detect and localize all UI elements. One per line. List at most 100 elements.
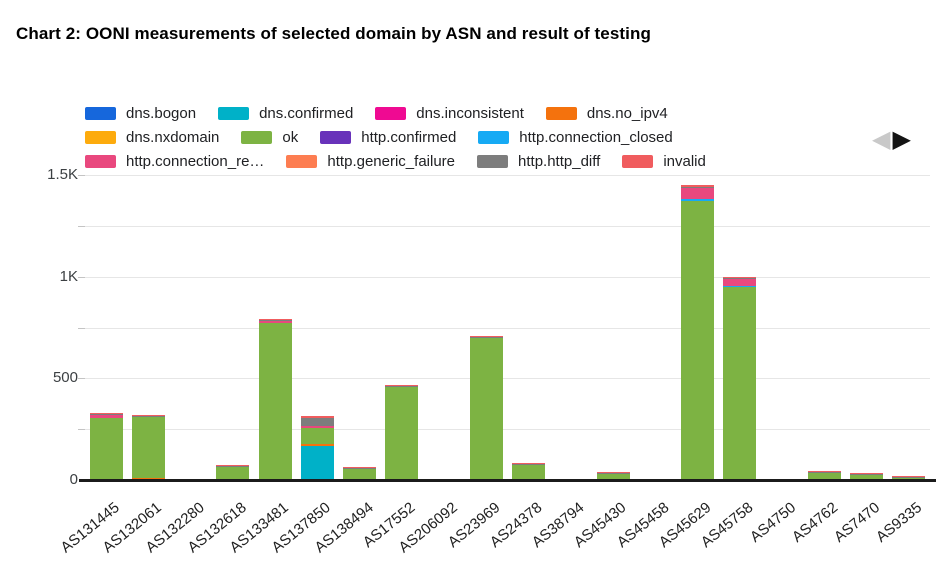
bar-segment-ok[interactable] (343, 469, 377, 480)
bar-AS24378[interactable] (512, 463, 546, 480)
legend-item-http.confirmed[interactable]: http.confirmed (320, 129, 456, 146)
bar-segment-ok[interactable] (385, 387, 419, 480)
bar-AS132618[interactable] (216, 465, 250, 480)
legend-item-label: invalid (663, 152, 706, 170)
bar-segment-http.http_diff[interactable] (469, 337, 503, 338)
bar-segment-http.connection_closed[interactable] (681, 199, 715, 201)
bar-segment-http.http_diff[interactable] (216, 466, 250, 467)
legend-swatch-icon (241, 130, 273, 144)
bar-segment-http.http_diff[interactable] (89, 414, 123, 415)
bar-segment-invalid[interactable] (469, 336, 503, 337)
legend-item-http.http_diff[interactable]: http.http_diff (477, 153, 600, 170)
bar-segment-ok[interactable] (807, 473, 841, 480)
bar-AS45758[interactable] (723, 277, 757, 480)
bar-segment-http.connection_re…[interactable] (723, 279, 757, 286)
bar-segment-http.connection_re…[interactable] (300, 426, 334, 428)
x-axis-label: AS4762 (788, 499, 842, 546)
bar-segment-invalid[interactable] (723, 277, 757, 278)
bar-segment-ok[interactable] (892, 478, 926, 479)
bar-AS131445[interactable] (89, 413, 123, 480)
bar-segment-invalid[interactable] (258, 319, 292, 320)
bar-segment-ok[interactable] (512, 465, 546, 480)
gridline (85, 429, 930, 430)
legend-item-label: dns.bogon (126, 104, 197, 122)
chart-title: Chart 2: OONI measurements of selected d… (16, 24, 651, 43)
legend-item-label: dns.no_ipv4 (586, 104, 668, 122)
bar-segment-invalid[interactable] (343, 467, 377, 468)
bar-segment-http.connection_re…[interactable] (89, 415, 123, 418)
legend-item-dns.inconsistent[interactable]: dns.inconsistent (375, 105, 524, 122)
bar-AS132061[interactable] (131, 415, 165, 480)
bar-segment-invalid[interactable] (89, 413, 123, 414)
bar-AS138494[interactable] (343, 467, 377, 480)
legend-item-dns.nxdomain[interactable]: dns.nxdomain (85, 129, 219, 146)
legend-row-1: dns.bogon dns.confirmed dns.inconsistent dn… (85, 101, 855, 125)
bar-segment-http.http_diff[interactable] (300, 418, 334, 426)
legend-item-http.generic_failure[interactable]: http.generic_failure (286, 153, 455, 170)
bar-AS7470[interactable] (850, 473, 884, 480)
bar-segment-http.connection_re…[interactable] (681, 188, 715, 199)
bar-segment-http.http_diff[interactable] (892, 477, 926, 478)
legend-item-dns.bogon[interactable]: dns.bogon (85, 105, 196, 122)
legend-item-dns.confirmed[interactable]: dns.confirmed (218, 105, 353, 122)
bar-segment-ok[interactable] (258, 323, 292, 480)
bar-AS4762[interactable] (807, 471, 841, 480)
bar-segment-http.http_diff[interactable] (807, 472, 841, 473)
bar-segment-ok[interactable] (850, 475, 884, 480)
bar-segment-http.http_diff[interactable] (343, 468, 377, 469)
bar-segment-dns.confirmed[interactable] (300, 446, 334, 480)
legend-item-http.connection_re…[interactable]: http.connection_re… (85, 153, 264, 170)
bar-segment-ok[interactable] (681, 201, 715, 480)
legend-item-dns.no_ipv4[interactable]: dns.no_ipv4 (545, 104, 668, 122)
bar-segment-invalid[interactable] (596, 472, 630, 473)
bar-segment-http.http_diff[interactable] (723, 278, 757, 279)
legend-item-label: http.confirmed (361, 128, 457, 146)
legend-item-label: http.connection_closed (519, 128, 673, 146)
bar-segment-ok[interactable] (216, 467, 250, 480)
legend-prev-icon[interactable]: ◀ (872, 126, 891, 153)
legend-item-invalid[interactable]: invalid (622, 153, 706, 170)
legend-swatch-icon (477, 154, 509, 168)
bar-segment-invalid[interactable] (892, 476, 926, 477)
bar-AS137850[interactable] (300, 416, 334, 480)
bar-segment-ok[interactable] (89, 418, 123, 480)
bar-segment-dns.no_ipv4[interactable] (300, 444, 334, 446)
bar-segment-ok[interactable] (300, 428, 334, 444)
legend-item-ok[interactable]: ok (241, 129, 298, 146)
bar-segment-invalid[interactable] (681, 185, 715, 187)
bar-segment-http.http_diff[interactable] (596, 473, 630, 474)
bar-segment-invalid[interactable] (512, 463, 546, 464)
legend-item-label: http.generic_failure (327, 152, 456, 170)
bar-segment-http.http_diff[interactable] (385, 386, 419, 387)
bar-segment-ok[interactable] (469, 338, 503, 480)
axis-tick (78, 378, 85, 379)
bar-segment-invalid[interactable] (807, 471, 841, 472)
bar-segment-http.http_diff[interactable] (850, 474, 884, 475)
legend-item-http.connection_closed[interactable]: http.connection_closed (478, 128, 673, 146)
bar-segment-http.connection_closed[interactable] (723, 286, 757, 287)
bar-segment-invalid[interactable] (131, 415, 165, 416)
bar-segment-http.http_diff[interactable] (258, 320, 292, 321)
bar-segment-invalid[interactable] (216, 465, 250, 466)
bar-segment-invalid[interactable] (850, 473, 884, 474)
bar-AS17552[interactable] (385, 385, 419, 480)
bar-segment-http.http_diff[interactable] (681, 187, 715, 188)
legend-swatch-icon (85, 106, 116, 120)
y-axis-label: 1K (59, 267, 78, 285)
bar-segment-http.connection_re…[interactable] (258, 321, 292, 323)
bar-AS133481[interactable] (258, 319, 292, 480)
bar-AS45629[interactable] (681, 185, 715, 480)
legend-swatch-icon (545, 106, 577, 120)
legend-next-icon[interactable]: ▶ (892, 126, 911, 153)
bar-AS45430[interactable] (596, 472, 630, 480)
bar-segment-invalid[interactable] (385, 385, 419, 386)
bar-segment-http.http_diff[interactable] (131, 416, 165, 417)
bar-segment-invalid[interactable] (300, 416, 334, 418)
bar-segment-ok[interactable] (131, 417, 165, 478)
bar-segment-ok[interactable] (596, 474, 630, 480)
bar-segment-ok[interactable] (723, 287, 757, 480)
axis-tick (78, 175, 85, 176)
bar-AS23969[interactable] (469, 336, 503, 480)
bar-segment-http.http_diff[interactable] (512, 464, 546, 465)
